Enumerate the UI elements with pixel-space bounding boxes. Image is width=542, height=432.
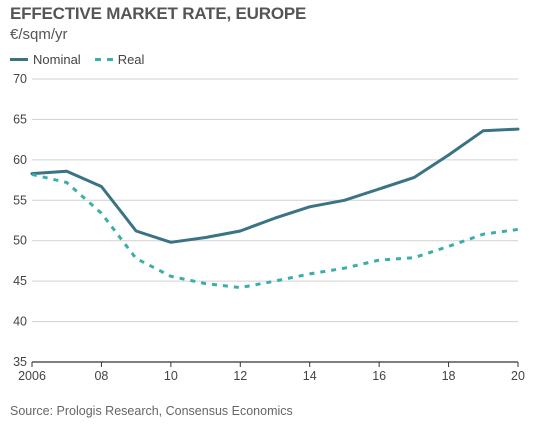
legend-label-nominal: Nominal	[33, 52, 81, 67]
x-tick-label: 18	[442, 369, 456, 383]
legend: Nominal Real	[10, 52, 158, 67]
x-tick-label: 20	[511, 369, 525, 383]
source-note: Source: Prologis Research, Consensus Eco…	[10, 404, 293, 418]
y-tick-label: 55	[13, 193, 27, 207]
y-tick-label: 50	[13, 234, 27, 248]
x-tick-label: 08	[94, 369, 108, 383]
x-tick-label: 2006	[18, 369, 46, 383]
y-tick-label: 65	[13, 112, 27, 126]
x-tick-label: 12	[233, 369, 247, 383]
y-tick-label: 40	[13, 315, 27, 329]
legend-swatch-real	[94, 58, 113, 61]
legend-item-nominal: Nominal	[10, 52, 81, 67]
series-lines	[30, 127, 520, 290]
y-tick-label: 70	[13, 72, 27, 86]
legend-swatch-nominal	[10, 58, 28, 61]
legend-label-real: Real	[117, 52, 145, 67]
chart-title: EFFECTIVE MARKET RATE, EUROPE	[10, 4, 307, 23]
y-tick-label: 35	[13, 355, 27, 369]
series-line-nominal	[30, 127, 520, 244]
y-tick-label: 60	[13, 153, 27, 167]
x-tick-label: 14	[303, 369, 317, 383]
y-tick-label: 45	[13, 274, 27, 288]
chart-subtitle: €/sqm/yr	[10, 26, 68, 43]
x-axis: 2006 08 10 12 14 16 18 20	[18, 361, 525, 383]
y-axis-ticks: 35 40 45 50 55 60 65 70	[13, 72, 27, 369]
series-line-real	[31, 172, 519, 290]
legend-item-real: Real	[94, 52, 145, 67]
gridlines	[32, 78, 518, 323]
x-tick-label: 16	[372, 369, 386, 383]
x-tick-label: 10	[164, 369, 178, 383]
